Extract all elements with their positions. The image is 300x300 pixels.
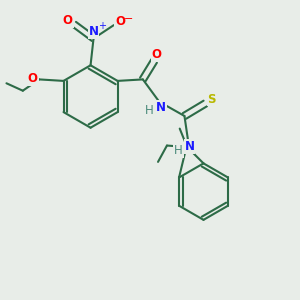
Text: O: O xyxy=(115,15,125,28)
Text: +: + xyxy=(98,21,106,31)
Text: N: N xyxy=(184,140,194,153)
Text: H: H xyxy=(145,104,154,117)
Text: N: N xyxy=(88,25,98,38)
Text: N: N xyxy=(156,101,166,114)
Text: O: O xyxy=(152,48,161,61)
Text: S: S xyxy=(208,92,216,106)
Text: O: O xyxy=(63,14,73,27)
Text: −: − xyxy=(124,14,133,24)
Text: H: H xyxy=(174,144,183,157)
Text: O: O xyxy=(28,72,38,85)
